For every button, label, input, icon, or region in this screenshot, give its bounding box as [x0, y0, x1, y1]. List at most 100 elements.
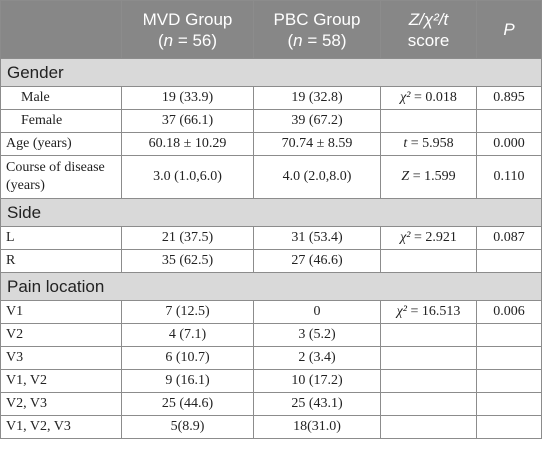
pbc-value: 3 (5.2): [253, 323, 381, 347]
p-value: [476, 249, 542, 273]
row-label: V1, V2: [0, 369, 122, 393]
pbc-value: 27 (46.6): [253, 249, 381, 273]
row-label: Female: [0, 109, 122, 133]
table-row: V1, V2, V3 5(8.9) 18(31.0): [0, 415, 542, 439]
statistic-symbol: χ²: [400, 90, 411, 105]
pbc-value: 0: [253, 300, 381, 324]
statistic-value: χ² = 0.018: [380, 86, 477, 110]
p-value: [476, 392, 542, 416]
p-value: 0.000: [476, 132, 542, 156]
statistic-value: t = 5.958: [380, 132, 477, 156]
pbc-value: 10 (17.2): [253, 369, 381, 393]
section-header-row: Gender: [0, 58, 542, 87]
section-header-row: Pain location: [0, 272, 542, 301]
p-value: [476, 415, 542, 439]
row-label: Age (years): [0, 132, 122, 156]
pbc-value: 25 (43.1): [253, 392, 381, 416]
header-mvd-title: MVD Group: [142, 9, 233, 29]
header-statistic-label: score: [407, 30, 450, 50]
row-label: V2: [0, 323, 122, 347]
header-p-value: P: [476, 0, 542, 59]
table-row: Male 19 (33.9) 19 (32.8) χ² = 0.018 0.895: [0, 86, 542, 110]
statistic-number: = 16.513: [406, 304, 461, 319]
header-pbc-title: PBC Group: [273, 9, 361, 29]
table-row: Age (years) 60.18 ± 10.29 70.74 ± 8.59 t = …: [0, 132, 542, 156]
statistic-number: = 0.018: [410, 90, 457, 105]
statistic-number: = 2.921: [410, 230, 457, 245]
row-label: Male: [0, 86, 122, 110]
header-blank-cell: [0, 0, 122, 59]
pbc-value: 2 (3.4): [253, 346, 381, 370]
section-title: Gender: [0, 58, 542, 87]
mvd-value: 35 (62.5): [121, 249, 254, 273]
p-value: [476, 369, 542, 393]
p-value: [476, 109, 542, 133]
pbc-value: 19 (32.8): [253, 86, 381, 110]
table-row: V1 7 (12.5) 0 χ² = 16.513 0.006: [0, 300, 542, 324]
mvd-value: 5(8.9): [121, 415, 254, 439]
mvd-value: 3.0 (1.0,6.0): [121, 155, 254, 199]
row-label: V1: [0, 300, 122, 324]
row-label: V1, V2, V3: [0, 415, 122, 439]
section-header-row: Side: [0, 198, 542, 227]
header-statistic-symbols: Z/χ²/t: [408, 9, 449, 29]
mvd-value: 37 (66.1): [121, 109, 254, 133]
statistic-value: [380, 369, 477, 393]
header-statistic: Z/χ²/t score: [380, 0, 477, 59]
statistic-value: [380, 392, 477, 416]
pbc-value: 39 (67.2): [253, 109, 381, 133]
mvd-value: 6 (10.7): [121, 346, 254, 370]
row-label: Course of disease (years): [0, 155, 122, 199]
p-value: [476, 323, 542, 347]
header-pbc-group: PBC Group (n = 58): [253, 0, 381, 59]
mvd-value: 4 (7.1): [121, 323, 254, 347]
statistic-value: [380, 346, 477, 370]
statistic-number: = 5.958: [407, 136, 454, 151]
pbc-value: 31 (53.4): [253, 226, 381, 250]
statistic-symbol: t: [403, 136, 408, 151]
row-label: V2, V3: [0, 392, 122, 416]
header-mvd-count: (n = 56): [157, 30, 218, 50]
statistic-value: [380, 415, 477, 439]
statistic-value: χ² = 2.921: [380, 226, 477, 250]
table-header: MVD Group (n = 56) PBC Group (n = 58) Z/…: [0, 0, 542, 59]
p-value: 0.895: [476, 86, 542, 110]
mvd-value: 21 (37.5): [121, 226, 254, 250]
p-value: 0.087: [476, 226, 542, 250]
statistic-value: [380, 323, 477, 347]
table-row: V2 4 (7.1) 3 (5.2): [0, 323, 542, 347]
p-value: 0.006: [476, 300, 542, 324]
p-value: 0.110: [476, 155, 542, 199]
section-title: Side: [0, 198, 542, 227]
mvd-value: 25 (44.6): [121, 392, 254, 416]
mvd-value: 60.18 ± 10.29: [121, 132, 254, 156]
pbc-value: 18(31.0): [253, 415, 381, 439]
table-row: V2, V3 25 (44.6) 25 (43.1): [0, 392, 542, 416]
statistic-value: [380, 249, 477, 273]
p-value: [476, 346, 542, 370]
table-row: Course of disease (years) 3.0 (1.0,6.0) 4.…: [0, 155, 542, 199]
comparison-table: MVD Group (n = 56) PBC Group (n = 58) Z/…: [0, 0, 542, 439]
row-label: L: [0, 226, 122, 250]
statistic-symbol: Z: [401, 169, 410, 184]
table-body: Gender Male 19 (33.9) 19 (32.8) χ² = 0.018 0.…: [0, 58, 542, 439]
header-pbc-count: (n = 58): [287, 30, 347, 50]
section-title: Pain location: [0, 272, 542, 301]
statistic-value: [380, 109, 477, 133]
table-row: V1, V2 9 (16.1) 10 (17.2): [0, 369, 542, 393]
mvd-value: 19 (33.9): [121, 86, 254, 110]
pbc-value: 4.0 (2.0,8.0): [253, 155, 381, 199]
table-row: L 21 (37.5) 31 (53.4) χ² = 2.921 0.087: [0, 226, 542, 250]
pbc-value: 70.74 ± 8.59: [253, 132, 381, 156]
table-row: R 35 (62.5) 27 (46.6): [0, 249, 542, 273]
row-label: V3: [0, 346, 122, 370]
row-label: R: [0, 249, 122, 273]
statistic-number: = 1.599: [409, 169, 456, 184]
mvd-value: 9 (16.1): [121, 369, 254, 393]
statistic-symbol: χ²: [396, 304, 407, 319]
statistic-value: Z = 1.599: [380, 155, 477, 199]
statistic-symbol: χ²: [400, 230, 411, 245]
mvd-value: 7 (12.5): [121, 300, 254, 324]
header-mvd-group: MVD Group (n = 56): [121, 0, 254, 59]
table-row: Female 37 (66.1) 39 (67.2): [0, 109, 542, 133]
